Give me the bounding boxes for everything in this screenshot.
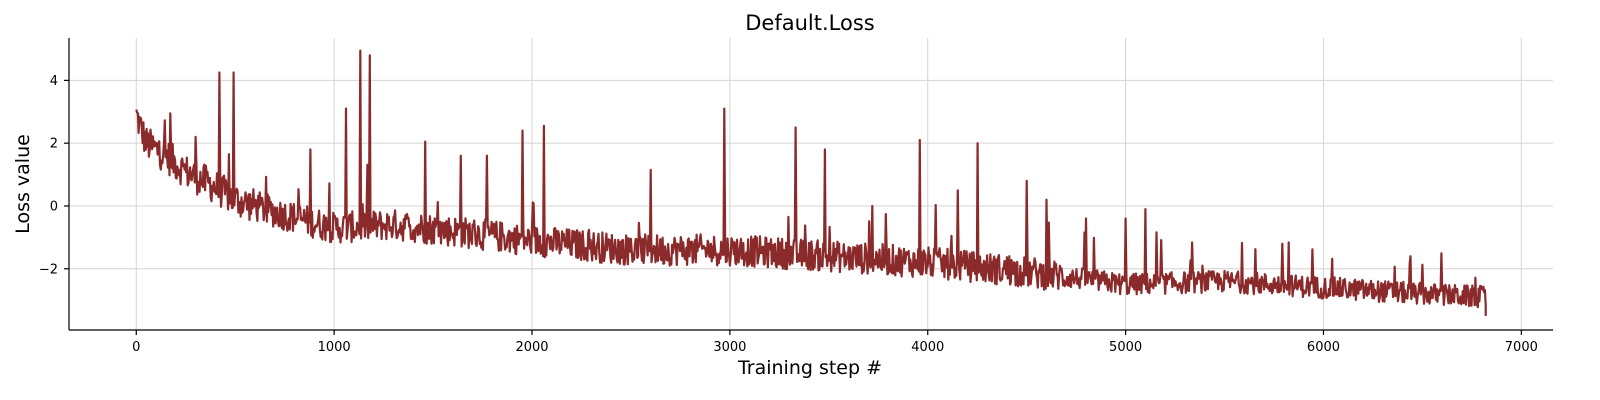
y-tick-label: 0 (50, 199, 58, 214)
x-tick-label: 4000 (911, 340, 944, 355)
x-tick-label: 5000 (1109, 340, 1142, 355)
x-tick-label: 6000 (1307, 340, 1340, 355)
series-layer (135, 49, 1487, 316)
y-tick-label: 2 (50, 137, 58, 152)
chart-title: Default.Loss (745, 11, 874, 35)
y-axis-ticks: −2 0 2 4 (39, 74, 69, 277)
x-tick-label: 0 (132, 340, 140, 355)
y-tick-label: 4 (50, 74, 58, 89)
x-axis-ticks: 0 1000 2000 3000 4000 5000 6000 7000 (132, 330, 1538, 355)
x-tick-label: 1000 (318, 340, 351, 355)
x-tick-label: 2000 (515, 340, 548, 355)
loss-series-line (135, 49, 1487, 316)
x-axis-label: Training step # (737, 357, 882, 379)
y-tick-label: −2 (39, 262, 58, 277)
x-tick-label: 3000 (713, 340, 746, 355)
x-tick-label: 7000 (1505, 340, 1538, 355)
y-axis-label: Loss value (12, 134, 34, 234)
